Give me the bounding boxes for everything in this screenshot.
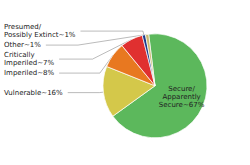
svg-text:Presumed/: Presumed/ bbox=[4, 23, 42, 31]
svg-text:Secure~67%: Secure~67% bbox=[159, 101, 205, 109]
svg-text:Possibly Extinct~1%: Possibly Extinct~1% bbox=[4, 31, 76, 39]
svg-text:Other~1%: Other~1% bbox=[4, 41, 41, 49]
svg-text:Apparently: Apparently bbox=[162, 93, 200, 101]
svg-text:Imperiled~8%: Imperiled~8% bbox=[4, 69, 54, 77]
svg-text:Secure/: Secure/ bbox=[168, 85, 195, 93]
svg-text:Critically: Critically bbox=[4, 51, 35, 59]
svg-text:Vulnerable~16%: Vulnerable~16% bbox=[4, 89, 63, 97]
svg-text:Imperiled~7%: Imperiled~7% bbox=[4, 59, 54, 67]
